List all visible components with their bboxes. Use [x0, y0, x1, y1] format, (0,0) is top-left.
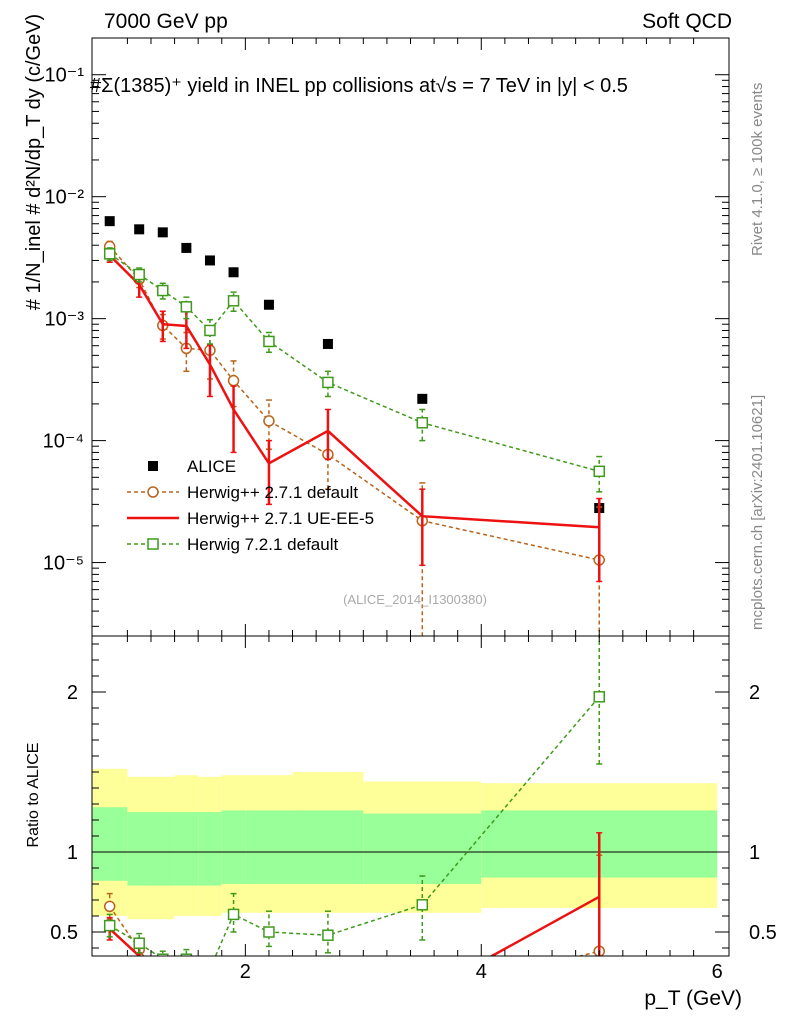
- series-line: [109, 253, 600, 473]
- header-right: Soft QCD: [642, 10, 732, 33]
- inner-band: [292, 810, 364, 884]
- herwig721-point: [593, 465, 605, 478]
- inner-band: [245, 810, 293, 884]
- x-tick-label: 4: [476, 961, 487, 983]
- legend-marker: [147, 486, 159, 498]
- alice-point: [263, 299, 274, 310]
- ratio-y-tick-label-right: 2: [749, 682, 760, 704]
- ratio-point: [181, 983, 191, 993]
- inner-band: [150, 812, 175, 886]
- alice-point: [181, 242, 192, 253]
- legend-entry: ALICE: [148, 457, 236, 476]
- series-line: [108, 254, 600, 529]
- alice-point: [228, 267, 239, 278]
- ratio-point: [593, 691, 605, 703]
- inner-band: [127, 812, 151, 886]
- ratio-point: [323, 988, 333, 998]
- ratio-point: [205, 964, 215, 974]
- legend-marker: [148, 461, 158, 471]
- ratio-point: [322, 929, 334, 941]
- legend-label: Herwig 7.2.1 default: [187, 535, 338, 554]
- ratio-y-axis-label: Ratio to ALICE: [25, 743, 42, 848]
- herwig721-point: [133, 268, 145, 281]
- rivet-label: Rivet 4.1.0, ≥ 100k events: [749, 83, 766, 256]
- legend-entry: Herwig++ 2.7.1 default: [127, 483, 358, 502]
- ratio-point: [133, 937, 145, 949]
- ratio-point: [229, 986, 239, 996]
- inner-band: [174, 812, 199, 886]
- ratio-point: [158, 980, 168, 990]
- alice-point: [322, 338, 333, 349]
- ratio-point: [417, 991, 427, 1001]
- inner-band: [221, 810, 246, 884]
- herwig-default-point: [263, 415, 275, 427]
- ratio-point: [264, 989, 274, 999]
- inner-band: [198, 812, 222, 886]
- alice-point: [417, 393, 428, 404]
- ratio-y-tick-label: 1: [67, 842, 78, 864]
- ratio-point: [205, 978, 215, 988]
- watermark: (ALICE_2014_I1300380): [343, 592, 487, 607]
- inner-band: [363, 813, 482, 884]
- y-tick-label: 10⁻⁵: [43, 553, 84, 575]
- y-tick-label: 10⁻¹: [45, 65, 85, 87]
- y-axis-label-text: # 1/N_inel # d²N/dp_T dy (c/GeV): [23, 14, 45, 310]
- y-tick-label: 10⁻³: [45, 309, 85, 331]
- series-line: [109, 246, 600, 561]
- legend-label: ALICE: [187, 457, 236, 476]
- ratio-y-tick-label-right: 1: [749, 842, 760, 864]
- ratio-line: [109, 696, 600, 956]
- ratio-point: [103, 900, 116, 913]
- herwig721-point: [180, 301, 193, 313]
- y-tick-label: 10⁻²: [45, 187, 85, 209]
- plot-title: #Σ(1385)⁺ yield in INEL pp collisions at…: [90, 75, 628, 97]
- legend-marker: [147, 538, 159, 550]
- herwig-default-point: [227, 374, 240, 387]
- mcplots-label: mcplots.cern.ch [arXiv:2401.10621]: [749, 395, 766, 630]
- ratio-y-tick-label: 2: [67, 682, 78, 704]
- top-panel: 10⁻⁵ 10⁻⁴ 10⁻³ 10⁻² 10⁻¹ (ALICE_2014_I130038…: [43, 37, 730, 637]
- ratio-y-label-text: Ratio to ALICE: [25, 743, 42, 848]
- bottom-panel: 0.5 0.5 1 1 2 2 2 4 6: [50, 635, 777, 1001]
- ratio-point: [157, 953, 169, 956]
- ratio-point: [180, 953, 193, 956]
- ratio-y-tick-label: 0.5: [50, 922, 78, 944]
- herwig721-point: [103, 248, 116, 260]
- alice-point: [134, 224, 145, 235]
- header-left: 7000 GeV pp: [104, 10, 228, 33]
- x-tick-label: 2: [240, 961, 251, 983]
- top-y-axis-label: # 1/N_inel # d²N/dp_T dy (c/GeV): [23, 14, 45, 310]
- ratio-point: [103, 919, 116, 932]
- ratio-point: [263, 926, 275, 938]
- alice-point: [104, 216, 115, 227]
- ratio-y-tick-label-right: 0.5: [749, 922, 777, 944]
- herwig721-point: [322, 376, 334, 389]
- herwig721-point: [416, 417, 429, 429]
- herwig721-point: [227, 295, 240, 307]
- legend-label: Herwig++ 2.7.1 default: [187, 483, 358, 502]
- ratio-point: [227, 908, 240, 921]
- ratio-line: [109, 905, 600, 956]
- x-axis-label: p_T (GeV): [644, 987, 742, 1010]
- herwig721-point: [263, 335, 275, 348]
- x-tick-label: 6: [712, 961, 723, 983]
- legend-entry: Herwig 7.2.1 default: [127, 535, 338, 554]
- inner-band: [92, 807, 128, 881]
- legend-label: Herwig++ 2.7.1 UE-EE-5: [187, 509, 374, 528]
- y-tick-label: 10⁻⁴: [43, 431, 84, 453]
- alice-point: [204, 255, 215, 266]
- herwig721-point: [157, 284, 169, 297]
- alice-point: [157, 227, 168, 238]
- ratio-point: [416, 899, 429, 911]
- herwig721-point: [204, 324, 216, 337]
- legend-entry: Herwig++ 2.7.1 UE-EE-5: [127, 509, 374, 528]
